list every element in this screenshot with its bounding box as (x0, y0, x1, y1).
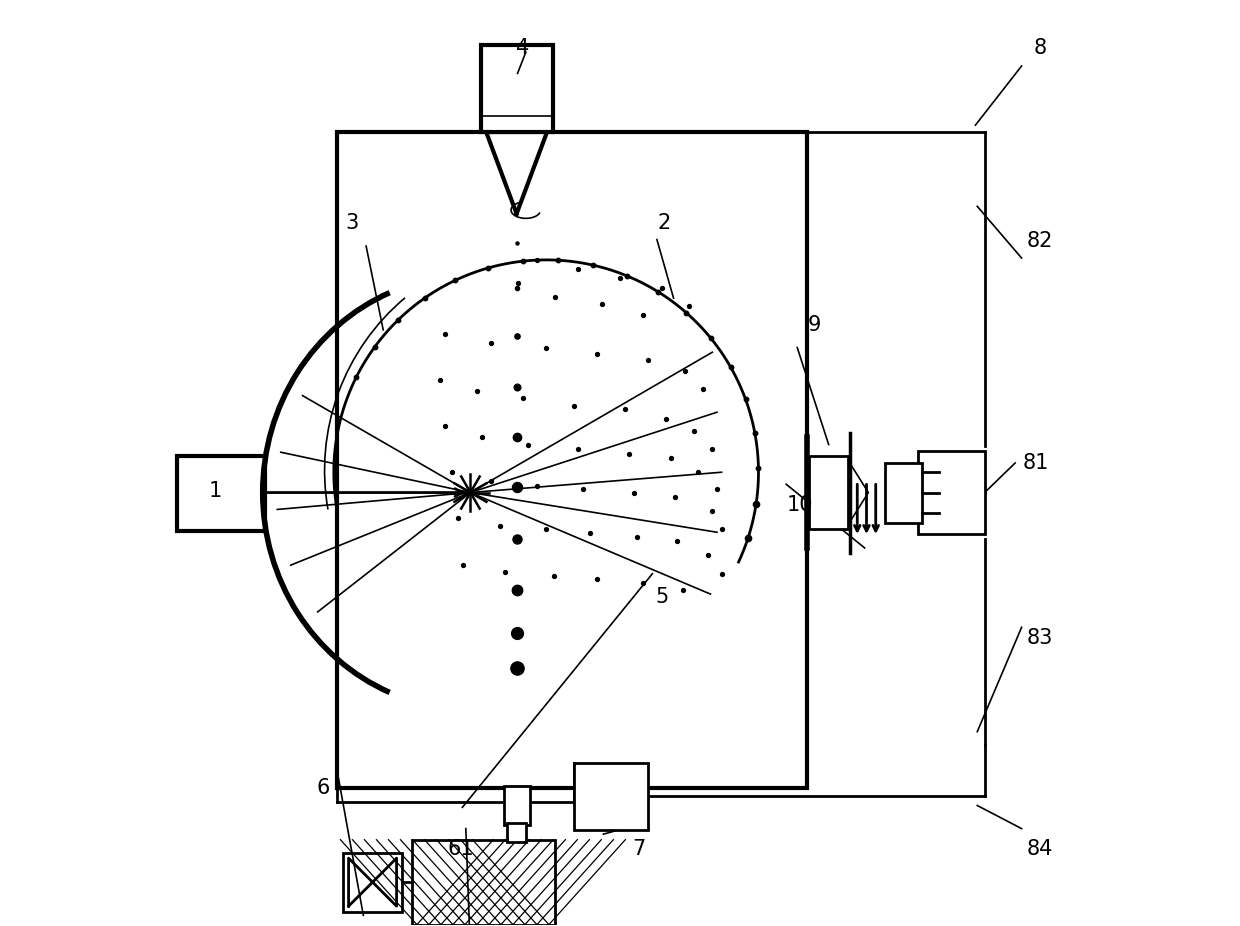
Bar (177, 456, 264, 532)
Text: 1: 1 (210, 481, 222, 501)
Bar (503, 786, 529, 825)
Bar (574, 763, 647, 830)
Bar (343, 853, 402, 912)
Text: 2: 2 (657, 213, 671, 233)
Text: 61: 61 (448, 839, 475, 859)
Text: 8: 8 (1033, 38, 1047, 57)
Text: 9: 9 (807, 315, 821, 334)
Text: 3: 3 (346, 213, 358, 233)
Bar (885, 463, 921, 522)
Bar (336, 132, 807, 788)
Text: 6: 6 (316, 778, 330, 798)
Bar (918, 451, 985, 534)
Bar (481, 44, 553, 132)
Text: 5: 5 (655, 587, 668, 607)
Bar (412, 840, 556, 925)
Text: 81: 81 (1022, 453, 1049, 473)
Text: 83: 83 (1027, 629, 1053, 648)
Text: 7: 7 (632, 839, 645, 859)
Text: 82: 82 (1027, 232, 1053, 252)
Text: 10: 10 (786, 494, 813, 515)
Bar (810, 456, 848, 530)
Text: 4: 4 (516, 38, 529, 57)
Text: 84: 84 (1027, 839, 1053, 859)
Bar (507, 823, 526, 842)
